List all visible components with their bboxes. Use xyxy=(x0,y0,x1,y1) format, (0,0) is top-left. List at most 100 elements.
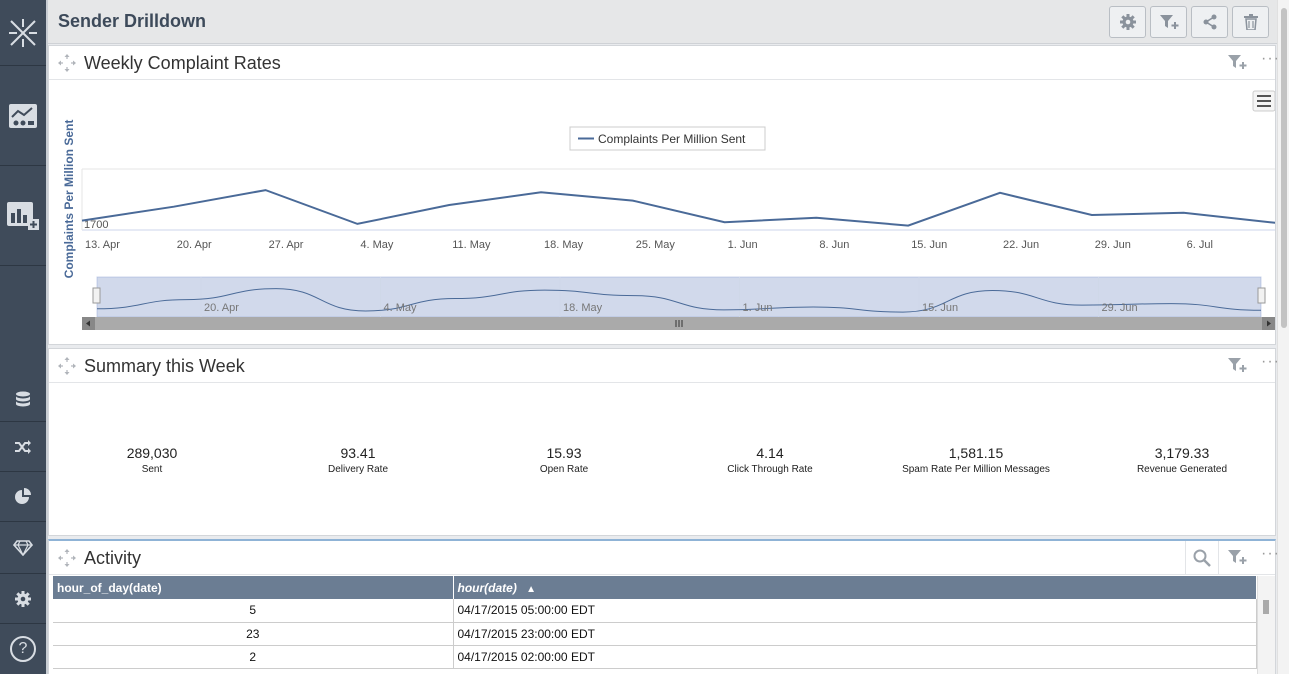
navigator-tick-label: 20. Apr xyxy=(204,302,239,314)
add-chart-icon xyxy=(7,201,39,230)
metric-value: 3,179.33 xyxy=(1154,445,1210,461)
x-tick-label: 4. May xyxy=(360,239,394,251)
table-row[interactable]: 23 04/17/2015 23:00:00 EDT xyxy=(53,622,1257,646)
sidebar-item-charts[interactable] xyxy=(0,66,46,166)
sidebar-item-gem[interactable] xyxy=(0,522,46,574)
table-row[interactable]: 2 04/17/2015 02:00:00 EDT xyxy=(53,645,1257,669)
complaints-panel: Weekly Complaint Rates ··· Complaints Pe… xyxy=(48,45,1279,345)
sidebar-item-pie-chart[interactable] xyxy=(0,472,46,522)
app-logo-icon xyxy=(9,18,37,47)
sort-asc-icon: ▲ xyxy=(526,583,537,595)
table-scrollbar[interactable] xyxy=(1257,576,1275,674)
metric-revenue-generated: 3,179.33 Revenue Generated xyxy=(1082,445,1282,475)
delete-button[interactable] xyxy=(1232,6,1269,38)
more-options-icon[interactable]: ··· xyxy=(1261,50,1280,67)
table-cell: 04/17/2015 05:00:00 EDT xyxy=(453,599,1257,623)
activity-table: hour_of_day(date) hour(date) ▲ 5 04/17/2… xyxy=(53,576,1257,669)
sidebar-item-help[interactable]: ? xyxy=(0,624,46,674)
metric-open-rate: 15.93 Open Rate xyxy=(464,445,664,475)
x-tick-label: 13. Apr xyxy=(85,239,120,251)
x-tick-label: 29. Jun xyxy=(1095,239,1131,251)
move-icon[interactable] xyxy=(58,549,76,567)
activity-panel-header: Activity ··· xyxy=(49,541,1279,575)
move-icon[interactable] xyxy=(58,54,76,72)
filter-add-icon[interactable] xyxy=(1227,54,1247,70)
x-tick-label: 22. Jun xyxy=(1003,239,1039,251)
page-title: Sender Drilldown xyxy=(58,11,207,31)
series-line[interactable] xyxy=(81,189,1275,227)
page-scrollbar[interactable] xyxy=(1277,0,1289,674)
column-header[interactable]: hour_of_day(date) xyxy=(53,576,454,599)
sidebar-item-add-chart[interactable] xyxy=(0,166,46,266)
navigator-handle-right[interactable] xyxy=(1257,287,1266,304)
metric-value: 15.93 xyxy=(546,445,582,461)
activity-panel: Activity ··· hour_of_day(date) hour(date… xyxy=(48,539,1279,674)
legend-series-label: Complaints Per Million Sent xyxy=(598,132,746,146)
settings-button[interactable] xyxy=(1109,6,1146,38)
filter-add-icon xyxy=(1159,15,1178,29)
database-icon xyxy=(16,391,30,406)
more-options-icon[interactable]: ··· xyxy=(1261,353,1280,370)
navigator-tick-label: 4. May xyxy=(384,302,418,314)
x-tick-label: 27. Apr xyxy=(269,239,304,251)
search-button[interactable] xyxy=(1185,541,1219,575)
gem-icon xyxy=(13,539,33,556)
x-tick-label: 18. May xyxy=(544,239,584,251)
move-icon[interactable] xyxy=(58,357,76,375)
x-tick-label: 6. Jul xyxy=(1187,239,1213,251)
navigator-tick-label: 29. Jun xyxy=(1102,302,1138,314)
table-cell: 2 xyxy=(53,645,454,669)
metric-label: Spam Rate Per Million Messages xyxy=(902,464,1050,475)
x-tick-label: 11. May xyxy=(452,239,491,251)
share-button[interactable] xyxy=(1191,6,1228,38)
chart-legend[interactable]: Complaints Per Million Sent xyxy=(569,126,766,151)
sidebar-item-shuffle[interactable] xyxy=(0,422,46,472)
page-scrollbar-thumb[interactable] xyxy=(1281,8,1287,328)
page-header: Sender Drilldown xyxy=(48,0,1289,44)
table-cell: 04/17/2015 23:00:00 EDT xyxy=(453,622,1257,646)
table-row[interactable]: 5 04/17/2015 05:00:00 EDT xyxy=(53,599,1257,623)
table-header-row: hour_of_day(date) hour(date) ▲ xyxy=(53,576,1257,599)
summary-panel-header: Summary this Week ··· xyxy=(49,349,1279,383)
y-tick-label: 1700 xyxy=(84,219,108,231)
filter-add-icon[interactable] xyxy=(1227,549,1247,565)
panel-title: Weekly Complaint Rates xyxy=(84,53,281,73)
sidebar-item-settings[interactable] xyxy=(0,574,46,624)
x-tick-label: 8. Jun xyxy=(819,239,849,251)
column-header-label: hour(date) xyxy=(457,580,517,595)
add-filter-button[interactable] xyxy=(1150,6,1187,38)
sidebar: ? xyxy=(0,0,46,674)
filter-add-icon[interactable] xyxy=(1227,357,1247,373)
sidebar-item-database[interactable] xyxy=(0,378,46,422)
x-axis: 13. Apr 20. Apr 27. Apr 4. May 11. May 18. Ma… xyxy=(85,239,1213,251)
column-header-sorted[interactable]: hour(date) ▲ xyxy=(453,576,1257,599)
hamburger-menu-button[interactable] xyxy=(1252,90,1275,112)
metric-value: 1,581.15 xyxy=(948,445,1004,461)
navigator-tick-label: 1. Jun xyxy=(743,302,773,314)
gear-icon xyxy=(15,590,31,607)
shuffle-icon xyxy=(15,439,31,454)
trash-icon xyxy=(1243,14,1258,30)
metric-click-through-rate: 4.14 Click Through Rate xyxy=(670,445,870,475)
y-axis-title: Complaints Per Million Sent xyxy=(62,120,76,279)
x-tick-label: 15. Jun xyxy=(911,239,947,251)
metric-value: 93.41 xyxy=(340,445,376,461)
metric-label: Open Rate xyxy=(539,464,589,475)
metric-delivery-rate: 93.41 Delivery Rate xyxy=(258,445,458,475)
complaints-panel-header: Weekly Complaint Rates ··· xyxy=(49,46,1279,80)
share-icon xyxy=(1203,14,1216,30)
help-icon: ? xyxy=(10,636,36,662)
navigator-handle-left[interactable] xyxy=(92,287,101,304)
navigator-series xyxy=(96,288,1262,313)
chart-navigator[interactable]: 20. Apr 4. May 18. May 1. Jun 15. Jun 29. Jun xyxy=(82,276,1275,330)
app-logo-button[interactable] xyxy=(0,0,46,66)
x-tick-label: 25. May xyxy=(636,239,676,251)
metric-spam-rate: 1,581.15 Spam Rate Per Million Messages xyxy=(876,445,1076,475)
table-cell: 5 xyxy=(53,599,454,623)
more-options-icon[interactable]: ··· xyxy=(1261,545,1280,562)
metric-sent: 289,030 Sent xyxy=(52,445,252,475)
charts-icon xyxy=(9,103,37,128)
table-cell: 23 xyxy=(53,622,454,646)
navigator-tick-label: 18. May xyxy=(563,302,603,314)
